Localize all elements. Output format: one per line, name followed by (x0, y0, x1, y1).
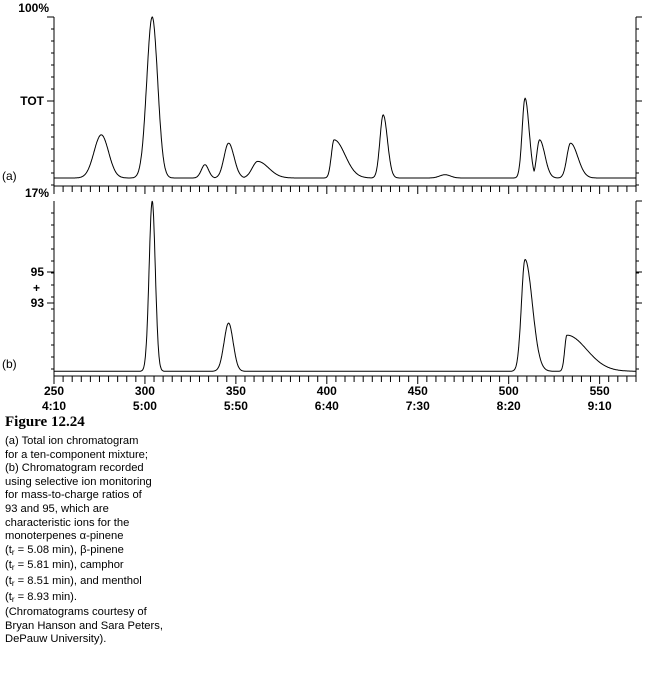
x-tick-label-scan: 400 (317, 384, 337, 398)
panel-a-ylabel-bottom: 17% (25, 186, 49, 200)
caption-line: monoterpenes α-pinene (5, 530, 124, 543)
caption-line: DePauw University). (5, 633, 107, 646)
caption-line: (tr = 5.08 min), β-pinene (5, 544, 205, 560)
panel-b-label: (b) (2, 357, 17, 371)
panel-a: 100% TOT 17% (a) (2, 1, 642, 200)
caption-subscript: r (11, 578, 15, 588)
caption-line-prefix: (t (5, 543, 12, 556)
caption-line-suffix: = 8.51 min), and menthol (14, 574, 142, 587)
figure-title: Figure 12.24 (5, 414, 85, 430)
panel-b-sim-trace (54, 200, 636, 372)
caption-line: (tr = 8.51 min), and menthol (5, 575, 205, 591)
x-tick-label-time: 4:10 (42, 399, 66, 413)
caption-subscript: r (11, 563, 15, 573)
chromatogram-figure: 100% TOT 17% (a) 95 + 93 (b) 2504:103005… (2, 1, 642, 413)
x-tick-label-scan: 250 (44, 384, 64, 398)
panel-b: 95 + 93 (b) (2, 200, 642, 384)
caption-line-suffix: = 5.08 min), β-pinene (14, 543, 124, 556)
x-tick-label-scan: 550 (590, 384, 610, 398)
caption-line-suffix: = 8.93 min). (14, 590, 78, 603)
caption-line: (Chromatograms courtesy of (5, 606, 147, 619)
caption-line: for mass-to-charge ratios of (5, 489, 142, 502)
x-tick-label-time: 5:00 (133, 399, 157, 413)
x-tick-label-time: 9:10 (588, 399, 612, 413)
x-tick-label-time: 7:30 (406, 399, 430, 413)
caption-line-prefix: (t (5, 574, 12, 587)
caption-line-suffix: = 5.81 min), camphor (14, 559, 124, 572)
panel-b-ylabel-plus: + (33, 281, 40, 295)
x-tick-label-scan: 300 (135, 384, 155, 398)
caption-line: (b) Chromatogram recorded (5, 462, 144, 475)
panel-a-ylabel-mid: TOT (20, 94, 44, 108)
panel-a-tic-trace (54, 16, 636, 179)
caption-line-prefix: (t (5, 559, 12, 572)
caption-line: (tr = 5.81 min), camphor (5, 559, 205, 575)
caption-line-prefix: (t (5, 590, 12, 603)
panel-a-label: (a) (2, 169, 17, 183)
caption-line: Bryan Hanson and Sara Peters, (5, 619, 163, 632)
caption-line: for a ten-component mixture; (5, 448, 149, 461)
x-tick-label-time: 5:50 (224, 399, 248, 413)
x-tick-label-scan: 450 (408, 384, 428, 398)
caption-subscript: r (11, 547, 15, 557)
caption-line: 93 and 95, which are (5, 502, 109, 515)
x-tick-label-scan: 350 (226, 384, 246, 398)
panel-b-ylabel-95: 95 (31, 265, 45, 279)
panel-b-minor-ticks (51, 212, 639, 384)
figure-caption: Figure 12.24 (a) Total ion chromatogram f… (5, 414, 205, 647)
caption-text: (a) Total ion chromatogram for a ten-comp… (5, 435, 205, 647)
caption-line: using selective ion monitoring (5, 475, 152, 488)
panel-a-ylabel-top: 100% (18, 1, 49, 15)
x-tick-label-scan: 500 (499, 384, 519, 398)
panel-a-minor-ticks (51, 28, 639, 194)
caption-line: (tr = 8.93 min). (5, 591, 205, 607)
caption-subscript: r (11, 594, 15, 604)
caption-line: characteristic ions for the (5, 516, 130, 529)
x-tick-label-time: 6:40 (315, 399, 339, 413)
panel-b-ylabel-93: 93 (31, 296, 45, 310)
x-tick-label-time: 8:20 (497, 399, 521, 413)
caption-line: (a) Total ion chromatogram (5, 435, 139, 447)
